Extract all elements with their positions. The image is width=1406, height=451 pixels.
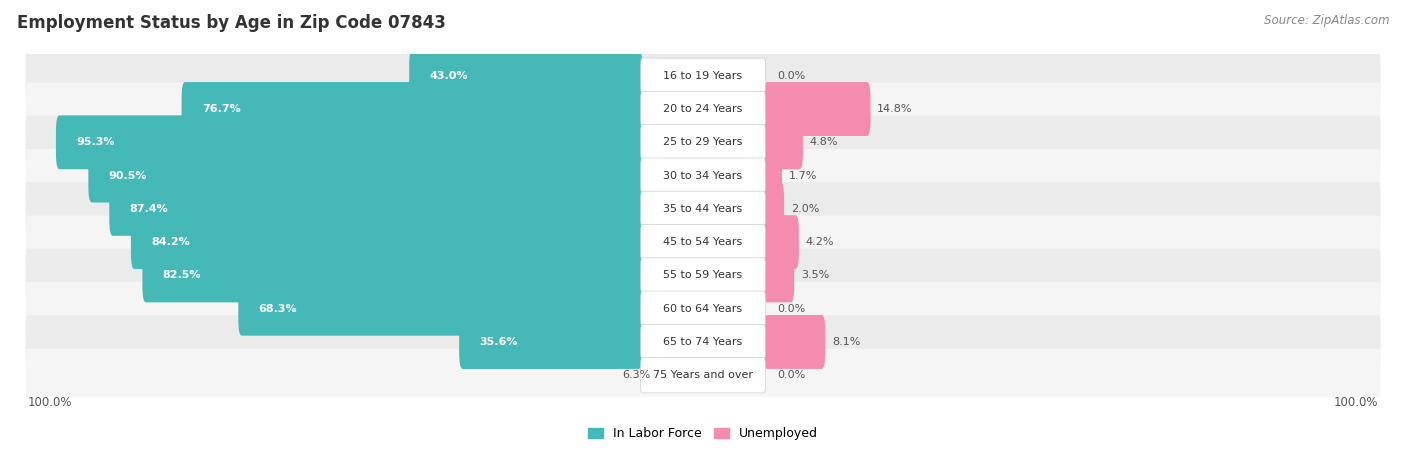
Text: 35 to 44 Years: 35 to 44 Years bbox=[664, 204, 742, 214]
FancyBboxPatch shape bbox=[641, 92, 765, 127]
FancyBboxPatch shape bbox=[763, 115, 803, 169]
Text: Source: ZipAtlas.com: Source: ZipAtlas.com bbox=[1264, 14, 1389, 27]
FancyBboxPatch shape bbox=[763, 315, 825, 369]
Text: 43.0%: 43.0% bbox=[429, 71, 468, 81]
Text: Employment Status by Age in Zip Code 07843: Employment Status by Age in Zip Code 078… bbox=[17, 14, 446, 32]
Text: 68.3%: 68.3% bbox=[259, 304, 297, 314]
Text: 45 to 54 Years: 45 to 54 Years bbox=[664, 237, 742, 247]
FancyBboxPatch shape bbox=[641, 58, 765, 93]
Text: 55 to 59 Years: 55 to 59 Years bbox=[664, 271, 742, 281]
Legend: In Labor Force, Unemployed: In Labor Force, Unemployed bbox=[583, 423, 823, 446]
FancyBboxPatch shape bbox=[641, 124, 765, 160]
Text: 100.0%: 100.0% bbox=[1334, 396, 1378, 409]
FancyBboxPatch shape bbox=[641, 324, 765, 359]
FancyBboxPatch shape bbox=[763, 249, 794, 302]
Text: 60 to 64 Years: 60 to 64 Years bbox=[664, 304, 742, 314]
Text: 25 to 29 Years: 25 to 29 Years bbox=[664, 137, 742, 147]
FancyBboxPatch shape bbox=[25, 249, 1381, 302]
FancyBboxPatch shape bbox=[25, 349, 1381, 402]
FancyBboxPatch shape bbox=[25, 216, 1381, 269]
Text: 0.0%: 0.0% bbox=[778, 370, 806, 380]
Text: 20 to 24 Years: 20 to 24 Years bbox=[664, 104, 742, 114]
FancyBboxPatch shape bbox=[25, 315, 1381, 368]
Text: 2.0%: 2.0% bbox=[790, 204, 820, 214]
Text: 0.0%: 0.0% bbox=[778, 304, 806, 314]
Text: 3.5%: 3.5% bbox=[801, 271, 830, 281]
Text: 8.1%: 8.1% bbox=[832, 337, 860, 347]
FancyBboxPatch shape bbox=[238, 282, 643, 336]
FancyBboxPatch shape bbox=[25, 49, 1381, 102]
Text: 0.0%: 0.0% bbox=[778, 71, 806, 81]
FancyBboxPatch shape bbox=[641, 191, 765, 226]
FancyBboxPatch shape bbox=[131, 215, 643, 269]
Text: 95.3%: 95.3% bbox=[76, 137, 115, 147]
FancyBboxPatch shape bbox=[25, 282, 1381, 335]
Text: 14.8%: 14.8% bbox=[877, 104, 912, 114]
FancyBboxPatch shape bbox=[763, 215, 799, 269]
FancyBboxPatch shape bbox=[56, 115, 643, 169]
FancyBboxPatch shape bbox=[25, 149, 1381, 202]
FancyBboxPatch shape bbox=[89, 149, 643, 202]
FancyBboxPatch shape bbox=[142, 249, 643, 302]
Text: 75 Years and over: 75 Years and over bbox=[652, 370, 754, 380]
FancyBboxPatch shape bbox=[763, 82, 870, 136]
FancyBboxPatch shape bbox=[25, 116, 1381, 169]
Text: 84.2%: 84.2% bbox=[152, 237, 190, 247]
FancyBboxPatch shape bbox=[25, 182, 1381, 235]
Text: 76.7%: 76.7% bbox=[202, 104, 240, 114]
FancyBboxPatch shape bbox=[763, 182, 785, 236]
Text: 4.2%: 4.2% bbox=[806, 237, 834, 247]
Text: 30 to 34 Years: 30 to 34 Years bbox=[664, 170, 742, 180]
FancyBboxPatch shape bbox=[641, 258, 765, 293]
Text: 65 to 74 Years: 65 to 74 Years bbox=[664, 337, 742, 347]
Text: 1.7%: 1.7% bbox=[789, 170, 817, 180]
FancyBboxPatch shape bbox=[181, 82, 643, 136]
FancyBboxPatch shape bbox=[641, 225, 765, 260]
FancyBboxPatch shape bbox=[763, 149, 782, 202]
Text: 82.5%: 82.5% bbox=[163, 271, 201, 281]
FancyBboxPatch shape bbox=[641, 358, 765, 393]
Text: 16 to 19 Years: 16 to 19 Years bbox=[664, 71, 742, 81]
FancyBboxPatch shape bbox=[409, 49, 643, 103]
FancyBboxPatch shape bbox=[25, 83, 1381, 136]
Text: 35.6%: 35.6% bbox=[479, 337, 517, 347]
FancyBboxPatch shape bbox=[641, 158, 765, 193]
Text: 90.5%: 90.5% bbox=[108, 170, 148, 180]
Text: 6.3%: 6.3% bbox=[621, 370, 651, 380]
Text: 100.0%: 100.0% bbox=[28, 396, 72, 409]
FancyBboxPatch shape bbox=[641, 291, 765, 327]
Text: 4.8%: 4.8% bbox=[810, 137, 838, 147]
FancyBboxPatch shape bbox=[110, 182, 643, 236]
Text: 87.4%: 87.4% bbox=[129, 204, 169, 214]
FancyBboxPatch shape bbox=[460, 315, 643, 369]
